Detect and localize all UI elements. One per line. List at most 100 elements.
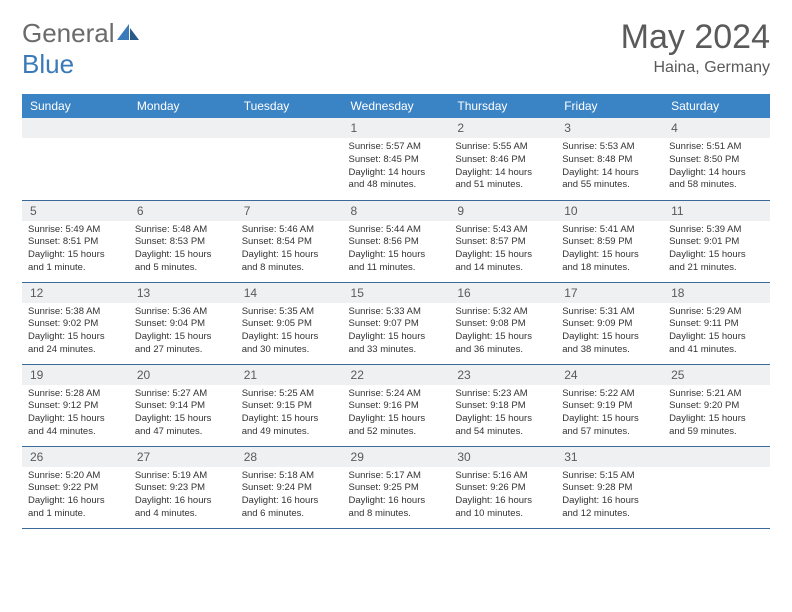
day-details: Sunrise: 5:18 AMSunset: 9:24 PMDaylight:… <box>236 467 343 524</box>
day-number: 12 <box>22 283 129 303</box>
weekday-header: Friday <box>556 94 663 118</box>
day-number: 13 <box>129 283 236 303</box>
month-title: May 2024 <box>621 18 770 57</box>
title-block: May 2024 Haina, Germany <box>621 18 770 77</box>
page-header: GeneralBlue May 2024 Haina, Germany <box>22 18 770 80</box>
day-details: Sunrise: 5:39 AMSunset: 9:01 PMDaylight:… <box>663 221 770 278</box>
logo-text-2: Blue <box>22 49 74 79</box>
day-number: 31 <box>556 447 663 467</box>
calendar-cell: 2Sunrise: 5:55 AMSunset: 8:46 PMDaylight… <box>449 118 556 200</box>
day-details: Sunrise: 5:27 AMSunset: 9:14 PMDaylight:… <box>129 385 236 442</box>
calendar-row: 12Sunrise: 5:38 AMSunset: 9:02 PMDayligh… <box>22 282 770 364</box>
calendar-cell: 23Sunrise: 5:23 AMSunset: 9:18 PMDayligh… <box>449 364 556 446</box>
calendar-cell <box>236 118 343 200</box>
calendar-cell: 3Sunrise: 5:53 AMSunset: 8:48 PMDaylight… <box>556 118 663 200</box>
calendar-cell <box>22 118 129 200</box>
day-details: Sunrise: 5:43 AMSunset: 8:57 PMDaylight:… <box>449 221 556 278</box>
day-details: Sunrise: 5:38 AMSunset: 9:02 PMDaylight:… <box>22 303 129 360</box>
day-number: 23 <box>449 365 556 385</box>
calendar-cell: 25Sunrise: 5:21 AMSunset: 9:20 PMDayligh… <box>663 364 770 446</box>
day-number: 29 <box>343 447 450 467</box>
calendar-cell: 30Sunrise: 5:16 AMSunset: 9:26 PMDayligh… <box>449 446 556 528</box>
day-number: 15 <box>343 283 450 303</box>
day-details: Sunrise: 5:57 AMSunset: 8:45 PMDaylight:… <box>343 138 450 195</box>
day-details: Sunrise: 5:46 AMSunset: 8:54 PMDaylight:… <box>236 221 343 278</box>
day-number: 3 <box>556 118 663 138</box>
logo-sail-icon <box>115 22 141 42</box>
day-details: Sunrise: 5:53 AMSunset: 8:48 PMDaylight:… <box>556 138 663 195</box>
day-details: Sunrise: 5:21 AMSunset: 9:20 PMDaylight:… <box>663 385 770 442</box>
calendar-row: 5Sunrise: 5:49 AMSunset: 8:51 PMDaylight… <box>22 200 770 282</box>
day-number: 2 <box>449 118 556 138</box>
day-number <box>22 118 129 138</box>
day-details: Sunrise: 5:15 AMSunset: 9:28 PMDaylight:… <box>556 467 663 524</box>
calendar-cell: 18Sunrise: 5:29 AMSunset: 9:11 PMDayligh… <box>663 282 770 364</box>
calendar-cell: 9Sunrise: 5:43 AMSunset: 8:57 PMDaylight… <box>449 200 556 282</box>
day-number: 25 <box>663 365 770 385</box>
day-details: Sunrise: 5:35 AMSunset: 9:05 PMDaylight:… <box>236 303 343 360</box>
calendar-cell: 26Sunrise: 5:20 AMSunset: 9:22 PMDayligh… <box>22 446 129 528</box>
day-number: 6 <box>129 201 236 221</box>
day-details: Sunrise: 5:25 AMSunset: 9:15 PMDaylight:… <box>236 385 343 442</box>
day-details: Sunrise: 5:36 AMSunset: 9:04 PMDaylight:… <box>129 303 236 360</box>
weekday-header: Monday <box>129 94 236 118</box>
logo-text: GeneralBlue <box>22 18 141 80</box>
day-details: Sunrise: 5:32 AMSunset: 9:08 PMDaylight:… <box>449 303 556 360</box>
calendar-cell: 4Sunrise: 5:51 AMSunset: 8:50 PMDaylight… <box>663 118 770 200</box>
calendar-cell: 28Sunrise: 5:18 AMSunset: 9:24 PMDayligh… <box>236 446 343 528</box>
day-number: 14 <box>236 283 343 303</box>
day-number <box>129 118 236 138</box>
day-number: 7 <box>236 201 343 221</box>
day-number: 16 <box>449 283 556 303</box>
day-number: 11 <box>663 201 770 221</box>
day-number: 19 <box>22 365 129 385</box>
day-number: 10 <box>556 201 663 221</box>
calendar-cell: 1Sunrise: 5:57 AMSunset: 8:45 PMDaylight… <box>343 118 450 200</box>
calendar-table: Sunday Monday Tuesday Wednesday Thursday… <box>22 94 770 529</box>
calendar-cell: 7Sunrise: 5:46 AMSunset: 8:54 PMDaylight… <box>236 200 343 282</box>
calendar-cell: 13Sunrise: 5:36 AMSunset: 9:04 PMDayligh… <box>129 282 236 364</box>
calendar-cell: 14Sunrise: 5:35 AMSunset: 9:05 PMDayligh… <box>236 282 343 364</box>
day-details: Sunrise: 5:22 AMSunset: 9:19 PMDaylight:… <box>556 385 663 442</box>
weekday-header: Sunday <box>22 94 129 118</box>
day-details: Sunrise: 5:29 AMSunset: 9:11 PMDaylight:… <box>663 303 770 360</box>
day-number: 8 <box>343 201 450 221</box>
day-details: Sunrise: 5:31 AMSunset: 9:09 PMDaylight:… <box>556 303 663 360</box>
calendar-cell: 8Sunrise: 5:44 AMSunset: 8:56 PMDaylight… <box>343 200 450 282</box>
day-number: 22 <box>343 365 450 385</box>
day-number: 4 <box>663 118 770 138</box>
weekday-header: Saturday <box>663 94 770 118</box>
day-number: 26 <box>22 447 129 467</box>
calendar-cell: 24Sunrise: 5:22 AMSunset: 9:19 PMDayligh… <box>556 364 663 446</box>
weekday-header: Tuesday <box>236 94 343 118</box>
day-number <box>236 118 343 138</box>
day-details: Sunrise: 5:44 AMSunset: 8:56 PMDaylight:… <box>343 221 450 278</box>
calendar-cell: 11Sunrise: 5:39 AMSunset: 9:01 PMDayligh… <box>663 200 770 282</box>
calendar-cell: 17Sunrise: 5:31 AMSunset: 9:09 PMDayligh… <box>556 282 663 364</box>
day-number <box>663 447 770 467</box>
day-details: Sunrise: 5:51 AMSunset: 8:50 PMDaylight:… <box>663 138 770 195</box>
calendar-cell: 31Sunrise: 5:15 AMSunset: 9:28 PMDayligh… <box>556 446 663 528</box>
calendar-body: 1Sunrise: 5:57 AMSunset: 8:45 PMDaylight… <box>22 118 770 528</box>
day-number: 1 <box>343 118 450 138</box>
calendar-row: 26Sunrise: 5:20 AMSunset: 9:22 PMDayligh… <box>22 446 770 528</box>
day-number: 30 <box>449 447 556 467</box>
calendar-cell: 22Sunrise: 5:24 AMSunset: 9:16 PMDayligh… <box>343 364 450 446</box>
calendar-row: 1Sunrise: 5:57 AMSunset: 8:45 PMDaylight… <box>22 118 770 200</box>
calendar-cell: 27Sunrise: 5:19 AMSunset: 9:23 PMDayligh… <box>129 446 236 528</box>
calendar-cell <box>129 118 236 200</box>
calendar-header-row: Sunday Monday Tuesday Wednesday Thursday… <box>22 94 770 118</box>
day-details: Sunrise: 5:16 AMSunset: 9:26 PMDaylight:… <box>449 467 556 524</box>
day-number: 20 <box>129 365 236 385</box>
calendar-cell <box>663 446 770 528</box>
calendar-cell: 10Sunrise: 5:41 AMSunset: 8:59 PMDayligh… <box>556 200 663 282</box>
day-number: 28 <box>236 447 343 467</box>
calendar-row: 19Sunrise: 5:28 AMSunset: 9:12 PMDayligh… <box>22 364 770 446</box>
day-details: Sunrise: 5:23 AMSunset: 9:18 PMDaylight:… <box>449 385 556 442</box>
day-details: Sunrise: 5:33 AMSunset: 9:07 PMDaylight:… <box>343 303 450 360</box>
day-number: 21 <box>236 365 343 385</box>
day-details: Sunrise: 5:48 AMSunset: 8:53 PMDaylight:… <box>129 221 236 278</box>
weekday-header: Wednesday <box>343 94 450 118</box>
day-details: Sunrise: 5:49 AMSunset: 8:51 PMDaylight:… <box>22 221 129 278</box>
day-number: 9 <box>449 201 556 221</box>
